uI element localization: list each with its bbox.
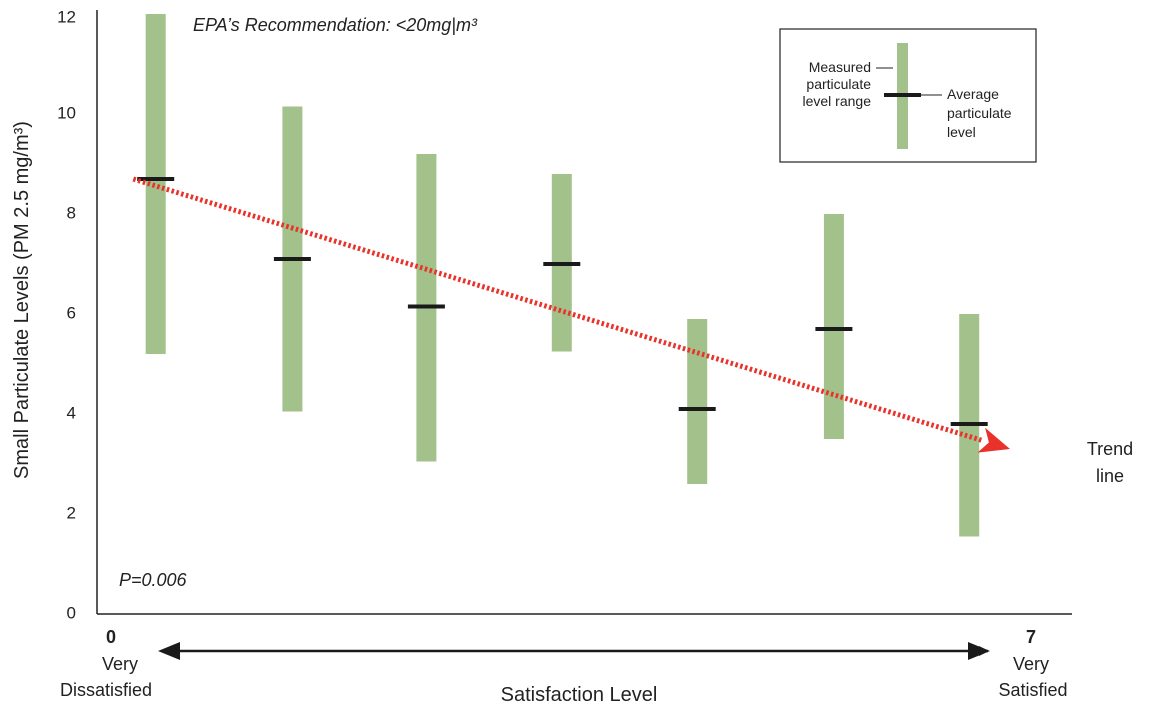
x-start-label-2: Dissatisfied [60, 680, 152, 700]
trend-label-line1: Trend [1087, 439, 1133, 459]
x-end-label-1: Very [1013, 654, 1049, 674]
satisfaction-scale: 0 Very Dissatisfied 7 Very Satisfied Sat… [60, 627, 1068, 706]
x-start-number: 0 [106, 627, 116, 647]
average-markers [137, 177, 988, 426]
x-axis-title: Satisfaction Level [501, 684, 658, 706]
x-end-number: 7 [1026, 627, 1036, 647]
legend-range-text-1: Measured [809, 59, 871, 75]
trend-label-line2: line [1096, 466, 1124, 486]
satisfaction-arrow-left-head [158, 642, 180, 660]
legend-avg-text-2: particulate [947, 105, 1012, 121]
legend-range-text-3: level range [803, 93, 872, 109]
y-tick-label: 6 [67, 303, 76, 322]
x-end-label-2: Satisfied [998, 680, 1067, 700]
legend-range-text-2: particulate [806, 76, 871, 92]
y-tick-label: 8 [67, 203, 76, 222]
range-bar-5 [823, 214, 844, 439]
y-tick-label: 2 [67, 503, 76, 522]
y-tick-label: 4 [67, 403, 76, 422]
range-bar-4 [687, 319, 708, 484]
y-tick-label: 12 [57, 7, 76, 26]
legend-avg-text-1: Average [947, 86, 999, 102]
y-tick-labels: 0 2 4 6 8 10 12 [57, 7, 76, 622]
y-tick-label: 0 [67, 603, 76, 622]
satisfaction-arrow-right-head [968, 642, 990, 660]
y-tick-label: 10 [57, 103, 76, 122]
epa-recommendation: EPA’s Recommendation: <20mg|m³ [193, 15, 478, 35]
range-bar-0 [145, 14, 166, 354]
legend: Measured particulate level range Average… [779, 28, 1037, 163]
x-start-label-1: Very [102, 654, 138, 674]
p-value: P=0.006 [119, 570, 188, 590]
legend-avg-text-3: level [947, 124, 976, 140]
trend-line-group [132, 176, 1010, 453]
y-axis-title: Small Particulate Levels (PM 2.5 mg/m³) [11, 121, 33, 479]
trend-arrowhead [977, 427, 1010, 453]
